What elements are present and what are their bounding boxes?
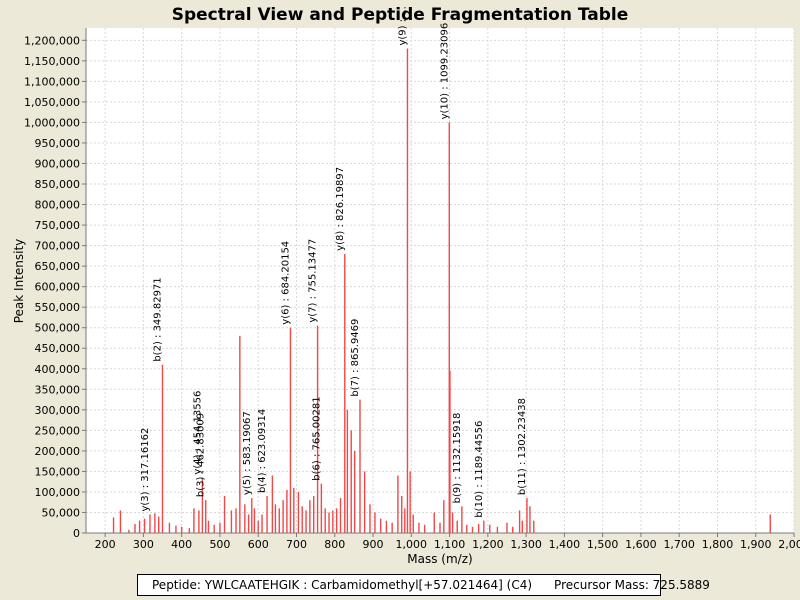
peak-annotation-label: y(8) : 826.19897 [335, 167, 346, 251]
peak-annotation-label: b(10) : 1189.44556 [474, 421, 485, 518]
x-tick-label: 1,300 [510, 538, 542, 551]
precursor-mass-text: Precursor Mass: 725.5889 [554, 578, 710, 592]
y-tick-label: 350,000 [35, 383, 81, 396]
x-tick-label: 1,800 [702, 538, 734, 551]
y-tick-label: 500,000 [35, 322, 81, 335]
chart-title: Spectral View and Peptide Fragmentation … [172, 5, 629, 25]
y-tick-label: 50,000 [42, 506, 81, 519]
y-tick-label: 1,100,000 [24, 75, 80, 88]
x-tick-label: 500 [209, 538, 230, 551]
peak-annotation-label: b(7) : 865.9469 [350, 319, 361, 397]
y-tick-label: 600,000 [35, 281, 81, 294]
peak-annotations: y(3) : 317.16162 b(2) : 349.82971 b(3) : 4… [140, 6, 528, 518]
y-tick-label: 200,000 [35, 445, 81, 458]
x-tick-label: 300 [133, 538, 154, 551]
x-tick-label: 1,000 [396, 538, 428, 551]
peptide-info-box: Peptide: YWLCAATEHGIK : Carbamidomethyl[… [137, 574, 710, 596]
x-tick-label: 800 [324, 538, 345, 551]
y-tick-label: 550,000 [35, 301, 81, 314]
peak-annotation-label: b(9) : 1132.15918 [452, 413, 463, 504]
y-tick-label: 250,000 [35, 424, 81, 437]
y-tick-label: 700,000 [35, 240, 81, 253]
y-tick-label: 1,150,000 [24, 55, 80, 68]
y-tick-label: 750,000 [35, 219, 81, 232]
x-tick-label: 900 [363, 538, 384, 551]
y-axis-label: Peak Intensity [12, 239, 26, 324]
y-tick-label: 850,000 [35, 178, 81, 191]
y-tick-label: 650,000 [35, 260, 81, 273]
plot-area [86, 28, 794, 533]
x-tick-label: 1,200 [472, 538, 504, 551]
y-tick-label: 400,000 [35, 363, 81, 376]
peak-annotation-label: b(2) : 349.82971 [152, 277, 163, 361]
y-tick-label: 450,000 [35, 342, 81, 355]
y-tick-label: 1,050,000 [24, 96, 80, 109]
grid-lines [86, 28, 795, 533]
x-tick-label: 1,900 [740, 538, 772, 551]
y-tick-label: 150,000 [35, 465, 81, 478]
y-tick-label: 800,000 [35, 199, 81, 212]
y-tick-label: 1,200,000 [24, 34, 80, 47]
x-tick-label: 2,000 [778, 538, 800, 551]
peak-annotation-label: b(4) : 623.09314 [257, 409, 268, 493]
y-tick-label: 300,000 [35, 404, 81, 417]
peak-annotation-label: b(6) : 765.00281 [311, 396, 322, 480]
peak-annotation-label: y(9) : ... [397, 6, 408, 45]
y-tick-label: 900,000 [35, 157, 81, 170]
x-tick-label: 1,600 [625, 538, 657, 551]
y-tick-label: 1,000,000 [24, 116, 80, 129]
x-axis-label: Mass (m/z) [407, 552, 472, 566]
peak-annotation-label: y(10) : 1099.23096 [439, 23, 450, 120]
x-tick-label: 400 [171, 538, 192, 551]
tick-labels: 0 50,000 100,000 150,000 200,000 250,000 300,0… [24, 34, 800, 551]
x-tick-label: 700 [286, 538, 307, 551]
peak-series [112, 48, 771, 533]
y-tick-label: 950,000 [35, 137, 81, 150]
x-tick-label: 600 [248, 538, 269, 551]
axes [82, 28, 795, 537]
peak-annotation-label: y(6) : 684.20154 [280, 241, 291, 325]
peak-annotation-label: y(7) : 755.13477 [308, 239, 319, 323]
y-tick-label: 0 [73, 527, 80, 540]
x-tick-label: 1,400 [549, 538, 581, 551]
x-tick-label: 1,700 [663, 538, 695, 551]
peak-annotation-label: b(11) : 1302.23438 [517, 398, 528, 495]
peak-annotation-label: y(4) : 454.13556 [192, 391, 203, 475]
peak-annotation-label: y(3) : 317.16162 [140, 428, 151, 512]
y-tick-label: 100,000 [35, 486, 81, 499]
peak-annotation-label: b(3) : 462.83009 [196, 413, 207, 497]
peptide-text: Peptide: YWLCAATEHGIK : Carbamidomethyl[… [152, 578, 533, 592]
peak-annotation-label: y(5) : 583.19067 [242, 411, 253, 495]
x-tick-label: 1,100 [434, 538, 466, 551]
x-tick-label: 200 [95, 538, 116, 551]
x-tick-label: 1,500 [587, 538, 619, 551]
